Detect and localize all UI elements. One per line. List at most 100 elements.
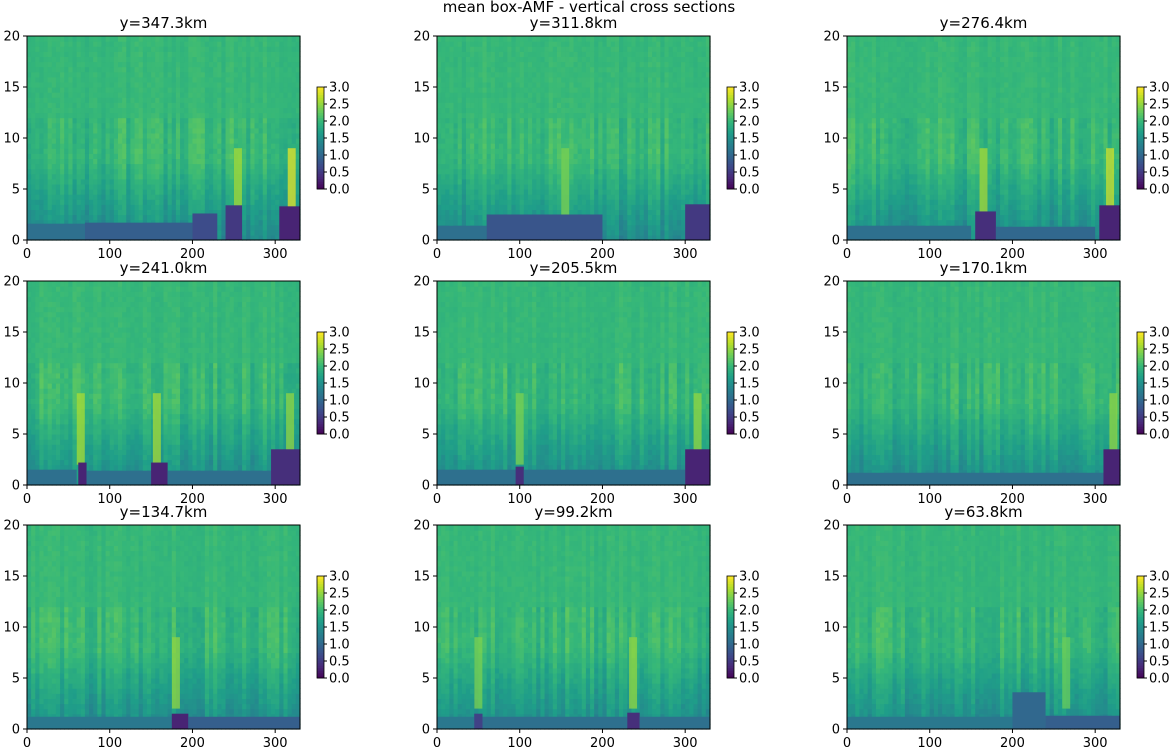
heatmap-cell (192, 107, 197, 113)
heatmap-cell (101, 174, 106, 180)
heatmap-cell (147, 184, 152, 190)
heatmap-cell (159, 77, 164, 83)
heatmap-cell (122, 179, 127, 185)
heatmap-cell (56, 138, 61, 144)
heatmap-cell (93, 138, 98, 144)
heatmap-cell (118, 184, 123, 190)
heatmap-cell (209, 72, 214, 78)
heatmap-cell (130, 143, 135, 149)
heatmap-cell (168, 77, 173, 83)
heatmap-cell (110, 164, 115, 170)
heatmap-cell (73, 143, 78, 149)
heatmap-cell (48, 62, 53, 68)
heatmap-cell (114, 123, 119, 129)
heatmap-cell (81, 67, 86, 73)
heatmap-cell (151, 153, 156, 159)
heatmap-cell (68, 169, 73, 175)
heatmap-cell (93, 153, 98, 159)
heatmap-cell (159, 82, 164, 88)
heatmap-cell (85, 194, 90, 200)
heatmap-cell (139, 51, 144, 57)
heatmap-cell (188, 148, 193, 154)
heatmap-cell (159, 87, 164, 93)
heatmap-cell (118, 158, 123, 164)
heatmap-cell (97, 113, 102, 119)
heatmap-cell (176, 179, 181, 185)
heatmap-cell (209, 199, 214, 205)
heatmap-cell (209, 128, 214, 134)
heatmap-cell (27, 138, 32, 144)
heatmap-cell (93, 158, 98, 164)
heatmap-cell (201, 199, 206, 205)
heatmap-cell (118, 72, 123, 78)
heatmap-cell (97, 46, 102, 52)
heatmap-cell (56, 87, 61, 93)
heatmap-cell (201, 113, 206, 119)
heatmap-cell (110, 179, 115, 185)
heatmap-cell (147, 102, 152, 108)
heatmap-cell (93, 102, 98, 108)
heatmap-cell (101, 148, 106, 154)
heatmap-cell (168, 215, 173, 221)
heatmap-cell (68, 113, 73, 119)
heatmap-cell (176, 102, 181, 108)
heatmap-cell (147, 62, 152, 68)
heatmap-cell (89, 56, 94, 62)
heatmap-cell (155, 56, 160, 62)
heatmap-cell (118, 102, 123, 108)
heatmap-cell (52, 184, 57, 190)
heatmap-cell (31, 133, 36, 139)
heatmap-cell (180, 41, 185, 47)
heatmap-cell (201, 153, 206, 159)
heatmap-cell (77, 36, 82, 42)
heatmap-cell (159, 143, 164, 149)
heatmap-cell (164, 194, 169, 200)
heatmap-cell (27, 215, 32, 221)
heatmap-cell (139, 153, 144, 159)
heatmap-cell (151, 215, 156, 221)
heatmap-cell (122, 123, 127, 129)
heatmap-cell (97, 184, 102, 190)
heatmap-cell (130, 215, 135, 221)
heatmap-cell (35, 41, 40, 47)
heatmap-cell (164, 102, 169, 108)
heatmap-cell (48, 56, 53, 62)
heatmap-cell (184, 118, 189, 124)
heatmap-cell (39, 92, 44, 98)
heatmap-cell (48, 128, 53, 134)
heatmap-cell (60, 92, 65, 98)
heatmap-cell (192, 72, 197, 78)
heatmap-cell (110, 209, 115, 215)
heatmap-cell (135, 36, 140, 42)
heatmap-cell (39, 143, 44, 149)
heatmap-cell (64, 102, 69, 108)
heatmap-cell (68, 102, 73, 108)
heatmap-cell (81, 174, 86, 180)
heatmap-cell (106, 107, 111, 113)
heatmap-cell (135, 143, 140, 149)
heatmap-cell (101, 92, 106, 98)
heatmap-cell (147, 67, 152, 73)
heatmap-cell (168, 209, 173, 215)
heatmap-cell (159, 118, 164, 124)
heatmap-cell (176, 123, 181, 129)
heatmap-cell (97, 92, 102, 98)
heatmap-cell (130, 204, 135, 210)
heatmap-cell (39, 199, 44, 205)
heatmap-cell (209, 92, 214, 98)
heatmap-cell (176, 118, 181, 124)
heatmap-cell (56, 77, 61, 83)
heatmap-cell (44, 174, 49, 180)
heatmap-cell (188, 189, 193, 195)
heatmap-cell (180, 184, 185, 190)
heatmap-cell (135, 184, 140, 190)
heatmap-cell (35, 138, 40, 144)
heatmap-cell (73, 164, 78, 170)
heatmap-cell (35, 169, 40, 175)
heatmap-cell (44, 82, 49, 88)
heatmap-cell (106, 153, 111, 159)
heatmap-cell (135, 194, 140, 200)
heatmap-cell (56, 179, 61, 185)
heatmap-cell (139, 82, 144, 88)
heatmap-cell (164, 199, 169, 205)
